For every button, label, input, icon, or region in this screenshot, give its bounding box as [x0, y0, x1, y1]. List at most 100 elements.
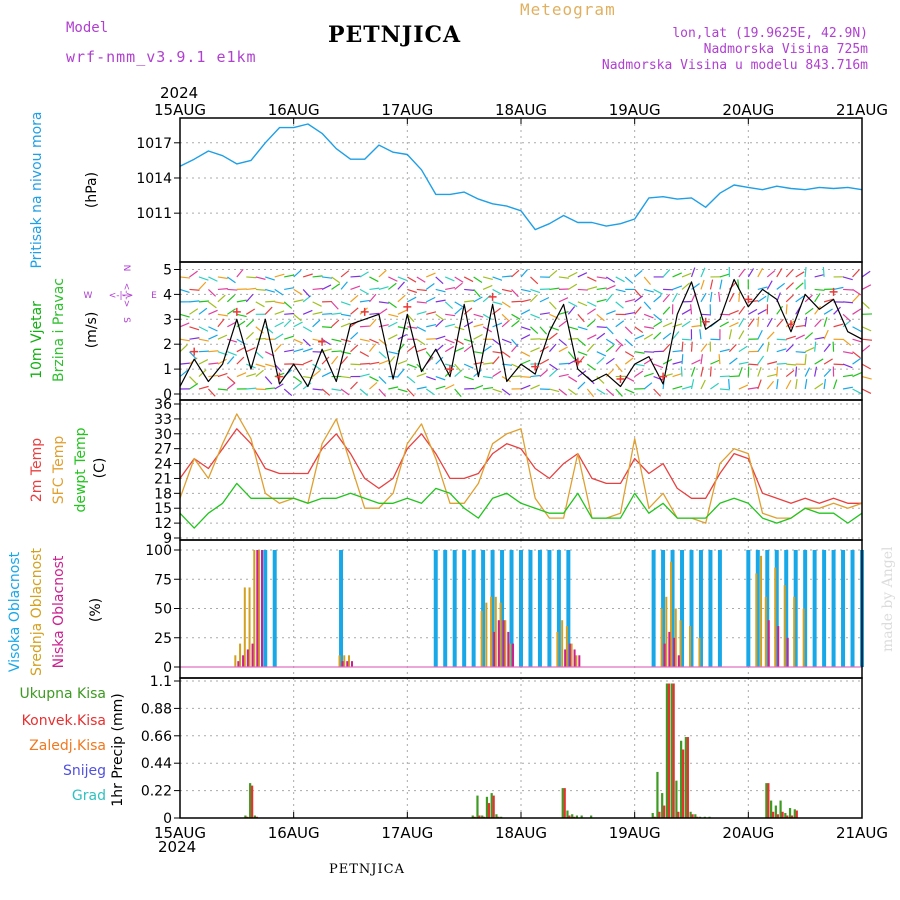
wind-arrow	[492, 322, 503, 328]
cloud-bar	[578, 655, 581, 667]
wind-arrow	[814, 358, 824, 365]
cloud-high-label: Visoka Oblacnost	[7, 551, 23, 672]
wind-arrow	[217, 313, 228, 317]
cloud-bar	[746, 550, 751, 667]
wind-arrow	[852, 269, 860, 278]
wind-arrow	[625, 311, 636, 315]
wind-arrow	[331, 283, 341, 290]
wind-arrow	[378, 376, 387, 384]
cloud-bar	[253, 550, 256, 667]
wind-arrow	[284, 335, 294, 340]
precip-bar	[580, 815, 583, 818]
x-tick-label-top: 18AUG	[495, 101, 547, 119]
wind-arrow	[681, 320, 691, 328]
wind-arrow	[511, 363, 521, 369]
wind-arrow	[293, 382, 302, 390]
wind-arrow	[454, 347, 465, 353]
cloud-bar	[575, 655, 578, 667]
y-tick-label: 9	[163, 531, 172, 547]
wind-arrow	[615, 301, 624, 309]
wind-arrow	[861, 338, 873, 341]
wind-arrow	[719, 279, 723, 290]
wind-arrow	[577, 356, 585, 365]
wind-arrow	[293, 299, 304, 303]
cloud-bar	[500, 550, 505, 667]
compass-w: W	[84, 291, 93, 301]
wind-arrow	[833, 323, 844, 328]
wind-arrow	[738, 330, 745, 340]
cloud-bar	[433, 550, 438, 667]
precip-bar	[568, 815, 571, 818]
wind-arrow	[293, 348, 304, 353]
cloud-bar	[494, 596, 497, 667]
wind-arrow	[483, 362, 494, 365]
y-tick-label: 4	[163, 287, 172, 303]
wind-arrow	[378, 308, 388, 315]
wind-arrow	[445, 286, 456, 291]
wind-arrow	[492, 301, 503, 305]
y-tick-label: 33	[154, 412, 172, 428]
pressure-unit: (hPa)	[84, 172, 100, 208]
cloud-bar	[519, 550, 523, 667]
wind-arrow	[672, 385, 683, 390]
y-tick-label: 0.66	[141, 729, 172, 745]
wind-arrow	[653, 294, 662, 303]
precip-bar	[686, 737, 689, 818]
precip-legend-1: Konvek.Kisa	[22, 713, 106, 729]
wind-arrow	[643, 301, 652, 310]
precip-bar	[490, 793, 493, 818]
wind-arrow	[463, 345, 473, 353]
wind-arrow	[312, 275, 323, 278]
wind-arrow	[795, 324, 806, 328]
wind-arrow	[814, 341, 817, 352]
wind-arrow	[549, 269, 558, 278]
wind-arrow	[699, 329, 702, 340]
cloud-bar	[673, 637, 676, 667]
wind-arrow	[501, 351, 511, 358]
wind-arrow	[833, 306, 841, 315]
wind-arrow	[624, 276, 634, 284]
cloud-bar	[528, 550, 533, 667]
gust-marker	[701, 317, 710, 326]
cloud-bar	[831, 550, 836, 667]
wind-arrow	[501, 313, 510, 322]
wind-arrow	[397, 276, 408, 282]
cloud-bar	[561, 620, 564, 667]
y-tick-label: 5	[163, 262, 172, 278]
wind-arrow	[246, 287, 257, 291]
wind-arrow	[624, 351, 635, 358]
wind-arrow	[426, 296, 436, 303]
gust-marker	[445, 365, 454, 374]
cloud-bar	[670, 561, 673, 667]
model-name: wrf-nmm_v3.9.1 e1km	[66, 48, 257, 66]
y-tick-label: 1014	[136, 171, 172, 187]
wind-arrow	[530, 326, 539, 335]
wind-arrow	[861, 270, 871, 278]
wind-arrow	[416, 288, 427, 292]
cloud-bar	[661, 550, 666, 667]
wind-arrow	[700, 343, 708, 353]
wind-arrow	[501, 288, 512, 293]
wind-arrow	[217, 294, 226, 303]
x-tick-label-bottom: 21AUG	[836, 824, 888, 842]
wind-arrow	[766, 341, 770, 352]
wind-arrow	[558, 320, 568, 328]
wind-arrow	[293, 321, 303, 328]
wind-arrow	[426, 376, 436, 381]
wind-arrow	[539, 296, 550, 303]
cloud-bar	[248, 587, 251, 667]
wind-arrow	[653, 288, 663, 295]
wind-arrow	[501, 319, 510, 328]
precip-bar	[656, 771, 659, 818]
y-tick-label: 0.22	[141, 784, 172, 800]
wind-arrow	[274, 273, 285, 278]
wind-arrow	[699, 316, 702, 327]
wind-arrow	[587, 301, 597, 307]
wind-arrow	[567, 306, 576, 315]
wind-arrow	[302, 347, 313, 353]
cloud-bar	[512, 643, 515, 667]
wind-arrow	[785, 369, 795, 378]
cloud-bar	[509, 550, 514, 667]
cloud-bar	[793, 550, 798, 667]
wind-arrow	[198, 281, 207, 290]
